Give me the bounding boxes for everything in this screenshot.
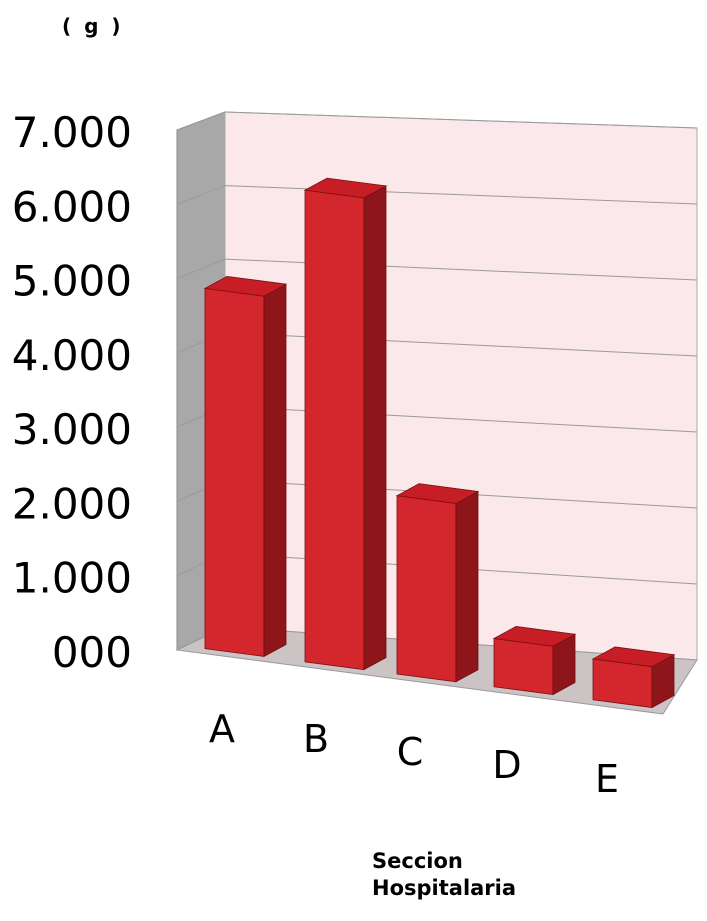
- gridline: [224, 405, 698, 433]
- y-tick-label: 5.000: [12, 257, 132, 306]
- x-tick-label: A: [209, 707, 235, 751]
- bar-D: [492, 626, 577, 696]
- x-axis-title-line-2: Hospitalaria: [372, 876, 517, 900]
- bar-E: [591, 646, 676, 709]
- x-tick-label: B: [303, 717, 329, 761]
- bar-top: [203, 275, 288, 297]
- gridline-side: [176, 185, 226, 205]
- bar-top: [303, 177, 388, 199]
- bar: [396, 495, 457, 683]
- y-tick-label: 000: [52, 628, 132, 677]
- x-axis-ticks: A B C D E: [209, 707, 619, 801]
- gridline: [224, 258, 698, 281]
- bar: [204, 287, 265, 657]
- gridline: [224, 111, 698, 129]
- y-tick-label: 2.000: [12, 479, 132, 528]
- y-tick-label: 1.000: [12, 554, 132, 603]
- x-tick-label: E: [595, 757, 619, 801]
- bar-B: [303, 177, 388, 671]
- y-tick-label: 7.000: [12, 108, 132, 157]
- bar-side: [363, 185, 387, 671]
- bar-side: [455, 490, 479, 683]
- gridlines: [176, 111, 698, 585]
- x-axis-title: Seccion Hospitalaria: [372, 848, 516, 902]
- bar-top: [395, 483, 480, 504]
- y-tick-label: 3.000: [12, 405, 132, 454]
- bars: [203, 177, 676, 709]
- y-tick-label: 4.000: [12, 331, 132, 380]
- bar-side: [263, 283, 287, 658]
- gridline: [224, 185, 698, 205]
- bar: [592, 658, 653, 709]
- gridline-side: [176, 258, 226, 280]
- bar-top: [591, 646, 676, 668]
- bar: [493, 638, 554, 695]
- bar-top: [492, 626, 577, 647]
- x-tick-label: D: [492, 743, 521, 787]
- gridline: [224, 332, 698, 357]
- y-tick-label: 6.000: [12, 182, 132, 231]
- bar: [304, 189, 365, 671]
- bar-C: [395, 483, 480, 683]
- x-axis-title-line-1: Seccion: [372, 849, 463, 873]
- gridline-side: [176, 111, 226, 131]
- y-unit-label: ( g ): [62, 14, 124, 38]
- y-axis-ticks: 000 1.000 2.000 3.000 4.000 5.000 6.000 7.000: [12, 108, 132, 677]
- x-tick-label: C: [397, 730, 424, 774]
- bar-A: [203, 275, 288, 658]
